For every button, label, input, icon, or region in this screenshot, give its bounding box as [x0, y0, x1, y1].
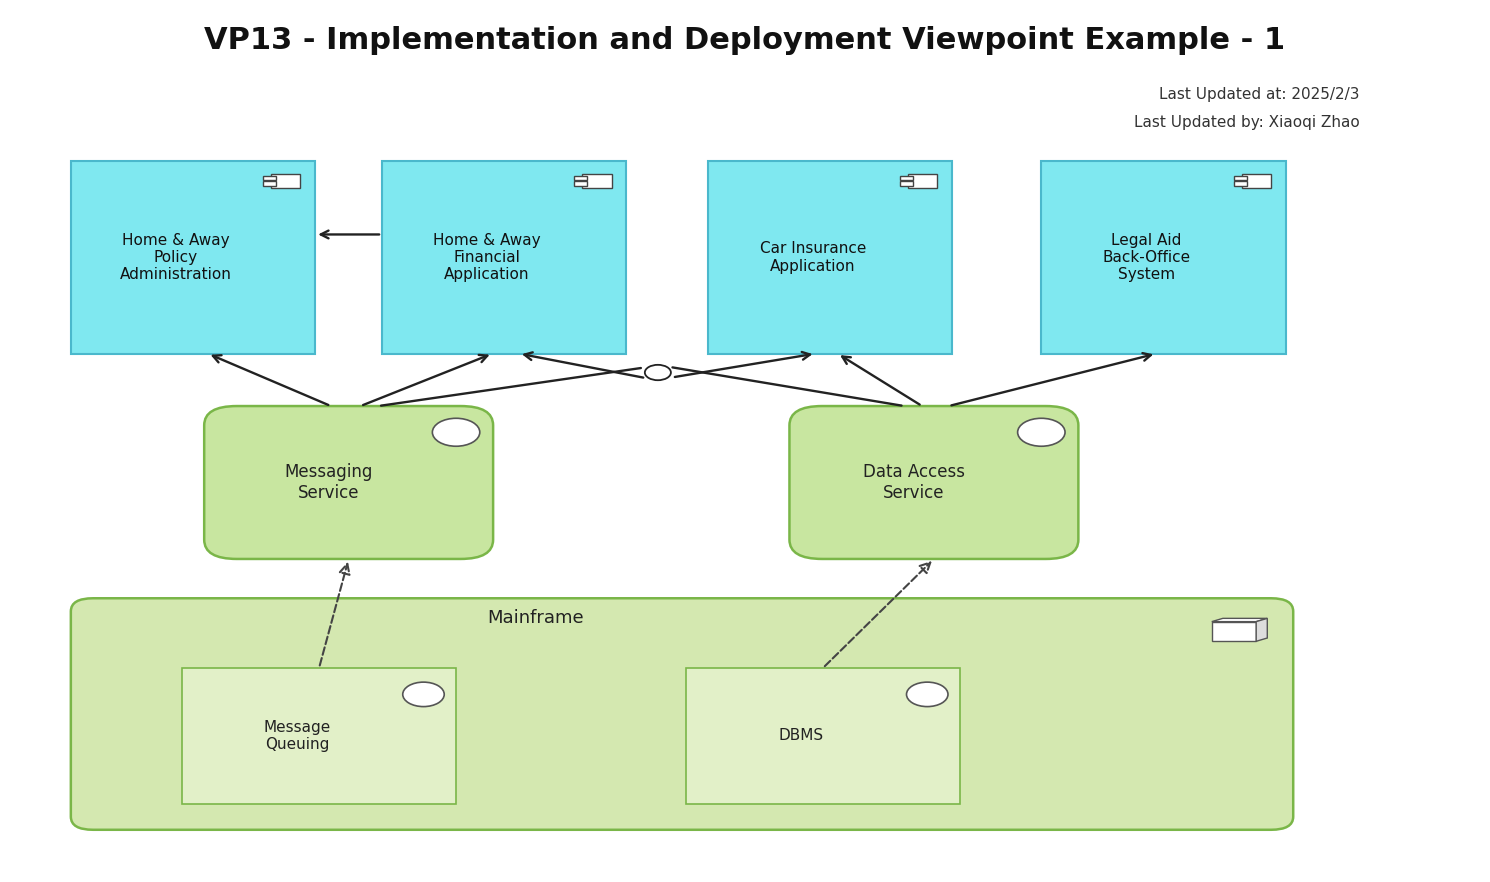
Text: Home & Away
Policy
Administration: Home & Away Policy Administration: [121, 233, 232, 282]
Bar: [1234, 176, 1247, 180]
FancyBboxPatch shape: [708, 161, 952, 354]
Bar: [271, 174, 301, 188]
Bar: [574, 176, 587, 180]
Text: Message
Queuing: Message Queuing: [264, 720, 331, 752]
Bar: [264, 181, 276, 185]
Text: Mainframe: Mainframe: [487, 609, 584, 627]
Text: Home & Away
Financial
Application: Home & Away Financial Application: [434, 233, 541, 282]
Text: Last Updated at: 2025/2/3: Last Updated at: 2025/2/3: [1159, 87, 1360, 102]
Text: Car Insurance
Application: Car Insurance Application: [760, 242, 866, 273]
Bar: [907, 174, 937, 188]
FancyBboxPatch shape: [72, 598, 1293, 830]
Polygon shape: [1211, 618, 1268, 622]
Circle shape: [1018, 418, 1065, 446]
Bar: [900, 176, 913, 180]
Text: Messaging
Service: Messaging Service: [285, 463, 372, 502]
Bar: [264, 176, 276, 180]
Text: DBMS: DBMS: [778, 729, 824, 744]
FancyBboxPatch shape: [381, 161, 626, 354]
Bar: [1234, 181, 1247, 185]
FancyBboxPatch shape: [1042, 161, 1286, 354]
Text: Last Updated by: Xiaoqi Zhao: Last Updated by: Xiaoqi Zhao: [1134, 116, 1360, 131]
Circle shape: [906, 682, 948, 706]
Bar: [1241, 174, 1271, 188]
FancyBboxPatch shape: [182, 669, 456, 804]
Bar: [583, 174, 611, 188]
Text: Data Access
Service: Data Access Service: [863, 463, 964, 502]
Text: VP13 - Implementation and Deployment Viewpoint Example - 1: VP13 - Implementation and Deployment Vie…: [204, 26, 1286, 55]
Circle shape: [402, 682, 444, 706]
FancyBboxPatch shape: [685, 669, 960, 804]
Text: Legal Aid
Back-Office
System: Legal Aid Back-Office System: [1103, 233, 1191, 282]
FancyBboxPatch shape: [790, 406, 1079, 559]
Bar: [900, 181, 913, 185]
FancyBboxPatch shape: [204, 406, 493, 559]
Polygon shape: [1256, 618, 1268, 641]
Circle shape: [645, 365, 670, 380]
FancyBboxPatch shape: [72, 161, 316, 354]
Bar: [574, 181, 587, 185]
Circle shape: [432, 418, 480, 446]
Bar: [1211, 622, 1256, 641]
